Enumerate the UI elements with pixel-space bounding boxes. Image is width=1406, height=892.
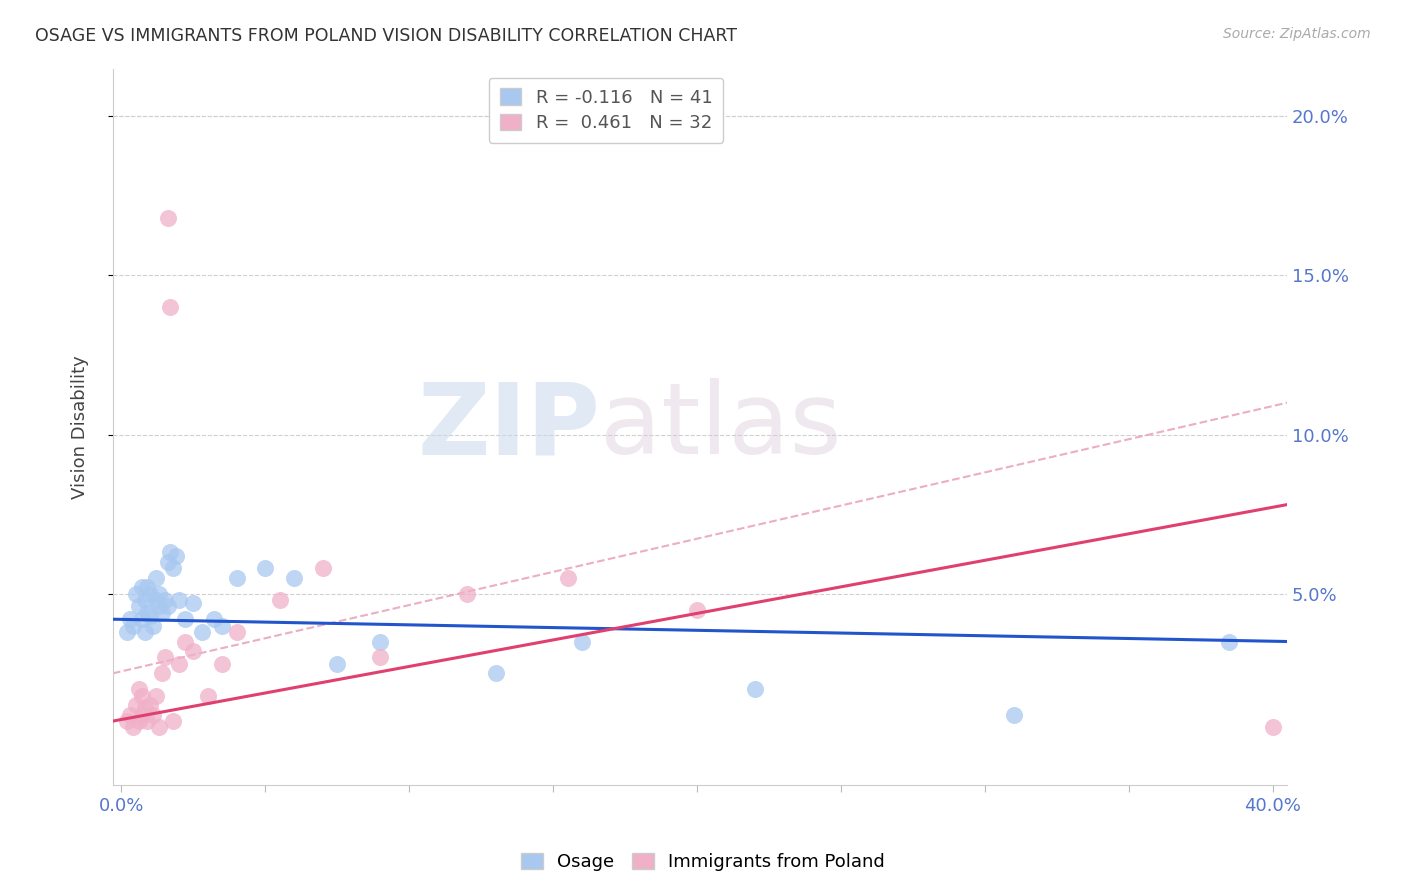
Point [136,714,159,728]
Legend: Osage, Immigrants from Poland: Osage, Immigrants from Poland [513,846,893,879]
Text: Source: ZipAtlas.com: Source: ZipAtlas.com [1223,27,1371,41]
Point [326,657,349,671]
Point [150,606,173,620]
Point [370,650,392,665]
Point [173,634,195,648]
Point [125,587,148,601]
Point [134,624,156,639]
Point [167,657,190,671]
Point [131,689,153,703]
Point [456,587,478,601]
Text: ZIP: ZIP [418,378,600,475]
Point [283,571,305,585]
Point [211,618,233,632]
Point [370,634,392,648]
Point [115,714,138,728]
Point [145,571,167,585]
Point [115,624,138,639]
Point [153,650,176,665]
Point [159,545,181,559]
Point [125,698,148,713]
Point [183,644,205,658]
Point [153,593,176,607]
Point [148,599,170,614]
Point [225,571,247,585]
Point [136,606,159,620]
Point [120,612,142,626]
Point [1261,721,1284,735]
Point [211,657,233,671]
Point [156,599,179,614]
Point [142,618,165,632]
Point [1002,707,1025,722]
Point [156,211,179,226]
Point [167,593,190,607]
Point [156,555,179,569]
Point [183,596,205,610]
Point [744,682,766,697]
Point [128,682,150,697]
Point [148,587,170,601]
Point [120,707,142,722]
Point [484,666,506,681]
Point [145,689,167,703]
Point [131,581,153,595]
Point [145,593,167,607]
Point [571,634,593,648]
Point [1218,634,1240,648]
Text: atlas: atlas [600,378,842,475]
Point [165,549,187,563]
Point [162,561,184,575]
Point [131,612,153,626]
Point [225,624,247,639]
Point [557,571,579,585]
Point [139,609,162,624]
Point [122,618,145,632]
Point [254,561,277,575]
Point [148,721,170,735]
Text: OSAGE VS IMMIGRANTS FROM POLAND VISION DISABILITY CORRELATION CHART: OSAGE VS IMMIGRANTS FROM POLAND VISION D… [35,27,737,45]
Point [150,666,173,681]
Point [128,599,150,614]
Point [197,689,219,703]
Point [139,587,162,601]
Point [686,602,709,616]
Point [142,707,165,722]
Point [134,593,156,607]
Point [134,701,156,715]
Point [269,593,291,607]
Point [312,561,335,575]
Point [131,707,153,722]
Y-axis label: Vision Disability: Vision Disability [72,355,89,499]
Point [122,721,145,735]
Point [173,612,195,626]
Point [202,612,225,626]
Point [159,300,181,314]
Point [191,624,214,639]
Legend: R = -0.116   N = 41, R =  0.461   N = 32: R = -0.116 N = 41, R = 0.461 N = 32 [489,78,723,143]
Point [136,581,159,595]
Point [128,714,150,728]
Point [139,698,162,713]
Point [162,714,184,728]
